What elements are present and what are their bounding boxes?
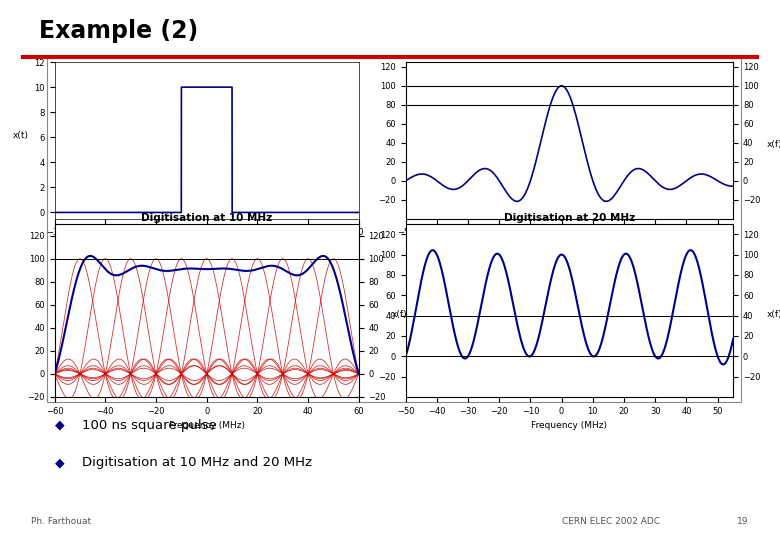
Y-axis label: x(t): x(t) (12, 131, 29, 140)
Text: ◆: ◆ (55, 418, 64, 431)
X-axis label: time (*10 ns): time (*10 ns) (177, 243, 236, 252)
Text: Digitisation at 10 MHz and 20 MHz: Digitisation at 10 MHz and 20 MHz (82, 456, 312, 469)
Y-axis label: x(f): x(f) (767, 140, 780, 150)
X-axis label: Frequency (MHz): Frequency (MHz) (531, 243, 608, 252)
Text: 19: 19 (737, 517, 749, 526)
Text: ◆: ◆ (55, 456, 64, 469)
Y-axis label: x(f): x(f) (392, 310, 408, 320)
X-axis label: Frequency (MHz): Frequency (MHz) (531, 421, 608, 430)
Text: 100 ns square pulse: 100 ns square pulse (82, 418, 217, 431)
Text: CERN ELEC 2002 ADC: CERN ELEC 2002 ADC (562, 517, 660, 526)
Text: Ph. Farthouat: Ph. Farthouat (31, 517, 91, 526)
Title: Digitisation at 20 MHz: Digitisation at 20 MHz (504, 213, 635, 224)
X-axis label: Frequency (MHz): Frequency (MHz) (168, 421, 245, 430)
Text: Example (2): Example (2) (39, 19, 198, 43)
Title: Digitisation at 10 MHz: Digitisation at 10 MHz (141, 213, 272, 224)
Y-axis label: x(f): x(f) (767, 310, 780, 320)
